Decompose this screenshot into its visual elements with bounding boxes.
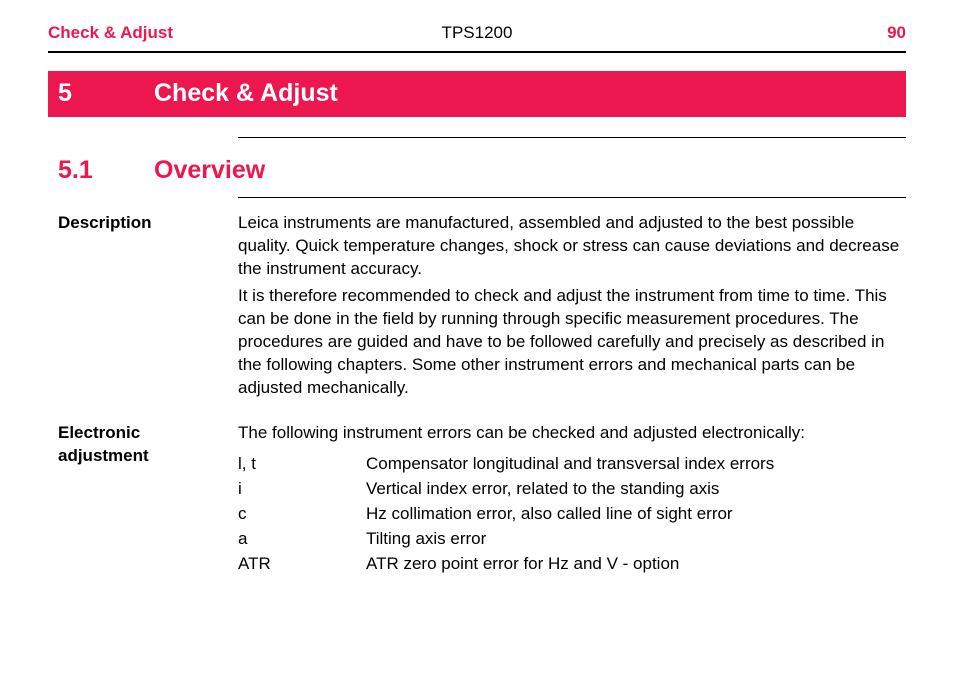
error-row: i Vertical index error, related to the s… [238, 478, 906, 501]
description-para-2: It is therefore recommended to check and… [238, 285, 906, 400]
header-model: TPS1200 [442, 22, 513, 45]
chapter-title: Check & Adjust [154, 77, 338, 111]
section-title: Overview [154, 154, 265, 188]
chapter-heading: 5 Check & Adjust [48, 71, 906, 117]
error-row: ATR ATR zero point error for Hz and V - … [238, 553, 906, 576]
error-code: i [238, 478, 366, 501]
error-desc: Compensator longitudinal and transversal… [366, 453, 774, 476]
description-label: Description [48, 212, 238, 404]
error-code: ATR [238, 553, 366, 576]
electronic-intro: The following instrument errors can be c… [238, 422, 906, 445]
description-para-1: Leica instruments are manufactured, asse… [238, 212, 906, 281]
error-desc: Hz collimation error, also called line o… [366, 503, 733, 526]
section-number: 5.1 [58, 154, 154, 188]
error-code: c [238, 503, 366, 526]
chapter-number: 5 [58, 77, 154, 111]
error-code: l, t [238, 453, 366, 476]
electronic-label: Electronic adjustment [48, 422, 238, 578]
description-block: Description Leica instruments are manufa… [48, 212, 906, 404]
electronic-adjustment-block: Electronic adjustment The following inst… [48, 422, 906, 578]
electronic-body: The following instrument errors can be c… [238, 422, 906, 578]
error-desc: Vertical index error, related to the sta… [366, 478, 719, 501]
error-code: a [238, 528, 366, 551]
header-page-number: 90 [887, 22, 906, 45]
page-header: Check & Adjust TPS1200 90 [48, 22, 906, 53]
section-heading: 5.1 Overview [48, 154, 906, 188]
description-body: Leica instruments are manufactured, asse… [238, 212, 906, 404]
error-row: c Hz collimation error, also called line… [238, 503, 906, 526]
error-row: a Tilting axis error [238, 528, 906, 551]
header-section-name: Check & Adjust [48, 22, 173, 45]
error-desc: Tilting axis error [366, 528, 486, 551]
error-row: l, t Compensator longitudinal and transv… [238, 453, 906, 476]
error-table: l, t Compensator longitudinal and transv… [238, 453, 906, 576]
divider [238, 137, 906, 138]
divider [238, 197, 906, 198]
error-desc: ATR zero point error for Hz and V - opti… [366, 553, 679, 576]
